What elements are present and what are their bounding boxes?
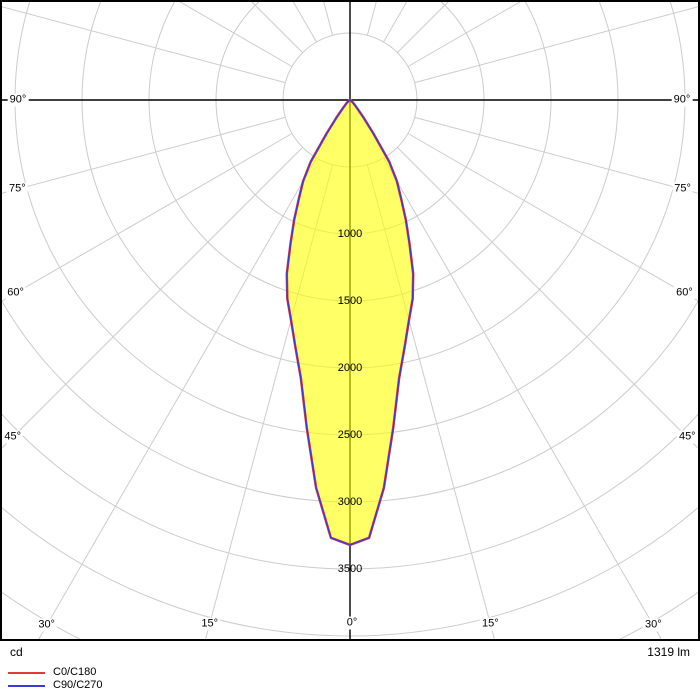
legend-row-c90: C90/C270: [8, 679, 103, 692]
legend-label-c0-c180: C0/C180: [53, 666, 97, 678]
legend-label-c90-c270: C90/C270: [53, 679, 103, 691]
legend-line-c90-c270: [8, 684, 45, 687]
polar-chart-area: 1000 1500 2000 2500 3000 3500 0° 15° 15° 30° 30° 45…: [0, 0, 700, 641]
legend: C0/C180 C90/C270: [8, 666, 103, 692]
luminous-flux-value: 1319 lm: [647, 645, 690, 659]
legend-row-c0: C0/C180: [8, 666, 103, 679]
polar-chart-svg: [0, 0, 700, 641]
unit-label: cd: [10, 645, 23, 659]
chart-footer: cd 1319 lm C0/C180 C90/C270: [0, 641, 700, 700]
legend-line-c0-c180: [8, 671, 45, 674]
